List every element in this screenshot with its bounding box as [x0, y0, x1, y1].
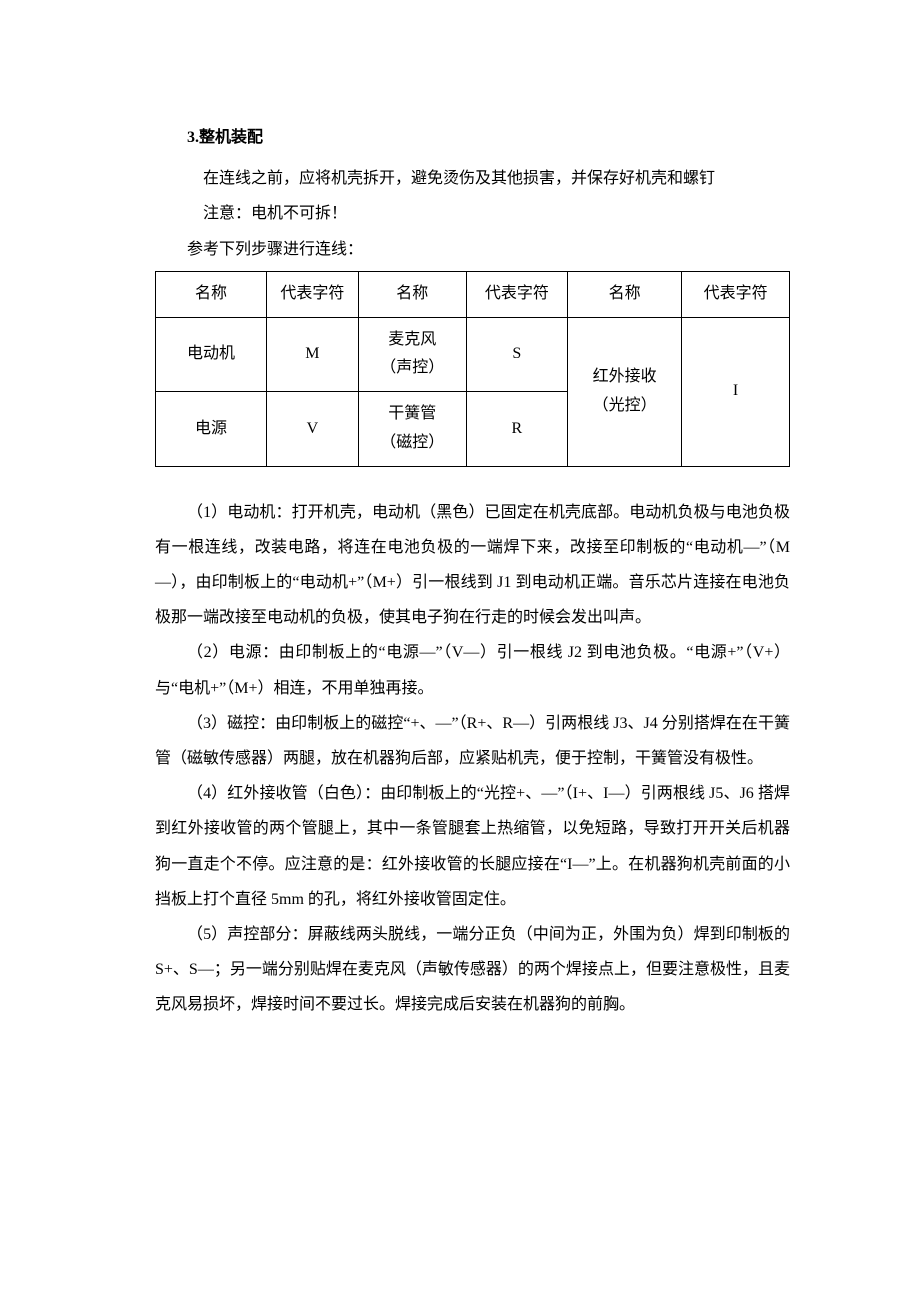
section-title: 3.整机装配 — [155, 120, 790, 155]
cell-text-line: （声控） — [380, 359, 444, 376]
intro-line-2: 注意：电机不可拆！ — [155, 196, 790, 231]
intro-line-1: 在连线之前，应将机壳拆开，避免烫伤及其他损害，并保存好机壳和螺钉 — [155, 161, 790, 196]
cell-name: 电源 — [156, 392, 267, 467]
intro-line-3: 参考下列步骤进行连线： — [155, 232, 790, 267]
cell-name: 电动机 — [156, 317, 267, 392]
cell-name: 麦克风 （声控） — [358, 317, 466, 392]
cell-text-line: （光控） — [593, 397, 657, 414]
cell-name-merged: 红外接收 （光控） — [568, 317, 682, 466]
symbol-table: 名称 代表字符 名称 代表字符 名称 代表字符 电动机 M 麦克风 （声控） S… — [155, 271, 790, 467]
cell-name: 干簧管 （磁控） — [358, 392, 466, 467]
header-cell: 代表字符 — [266, 271, 358, 317]
paragraph-3: （3）磁控：由印制板上的磁控“+、—”（R+、R—）引两根线 J3、J4 分别搭… — [155, 706, 790, 776]
paragraph-5: （5）声控部分：屏蔽线两头脱线，一端分正负（中间为正，外围为负）焊到印制板的 S… — [155, 917, 790, 1023]
header-cell: 代表字符 — [466, 271, 567, 317]
table-header-row: 名称 代表字符 名称 代表字符 名称 代表字符 — [156, 271, 790, 317]
cell-text-line: （磁控） — [380, 434, 444, 451]
paragraph-1: （1）电动机：打开机壳，电动机（黑色）已固定在机壳底部。电动机负极与电池负极有一… — [155, 495, 790, 636]
cell-text-line: 麦克风 — [388, 331, 436, 348]
paragraph-4: （4）红外接收管（白色）：由印制板上的“光控+、—”（I+、I—）引两根线 J5… — [155, 776, 790, 917]
header-cell: 名称 — [358, 271, 466, 317]
table-row: 电动机 M 麦克风 （声控） S 红外接收 （光控） I — [156, 317, 790, 392]
paragraph-2: （2）电源：由印制板上的“电源—”（V—）引一根线 J2 到电池负极。“电源+”… — [155, 635, 790, 705]
header-cell: 代表字符 — [682, 271, 790, 317]
cell-text-line: 红外接收 — [593, 368, 657, 385]
header-cell: 名称 — [156, 271, 267, 317]
cell-symbol: V — [266, 392, 358, 467]
cell-symbol: S — [466, 317, 567, 392]
header-cell: 名称 — [568, 271, 682, 317]
cell-text-line: 干簧管 — [388, 405, 436, 422]
cell-symbol-merged: I — [682, 317, 790, 466]
cell-symbol: R — [466, 392, 567, 467]
cell-symbol: M — [266, 317, 358, 392]
